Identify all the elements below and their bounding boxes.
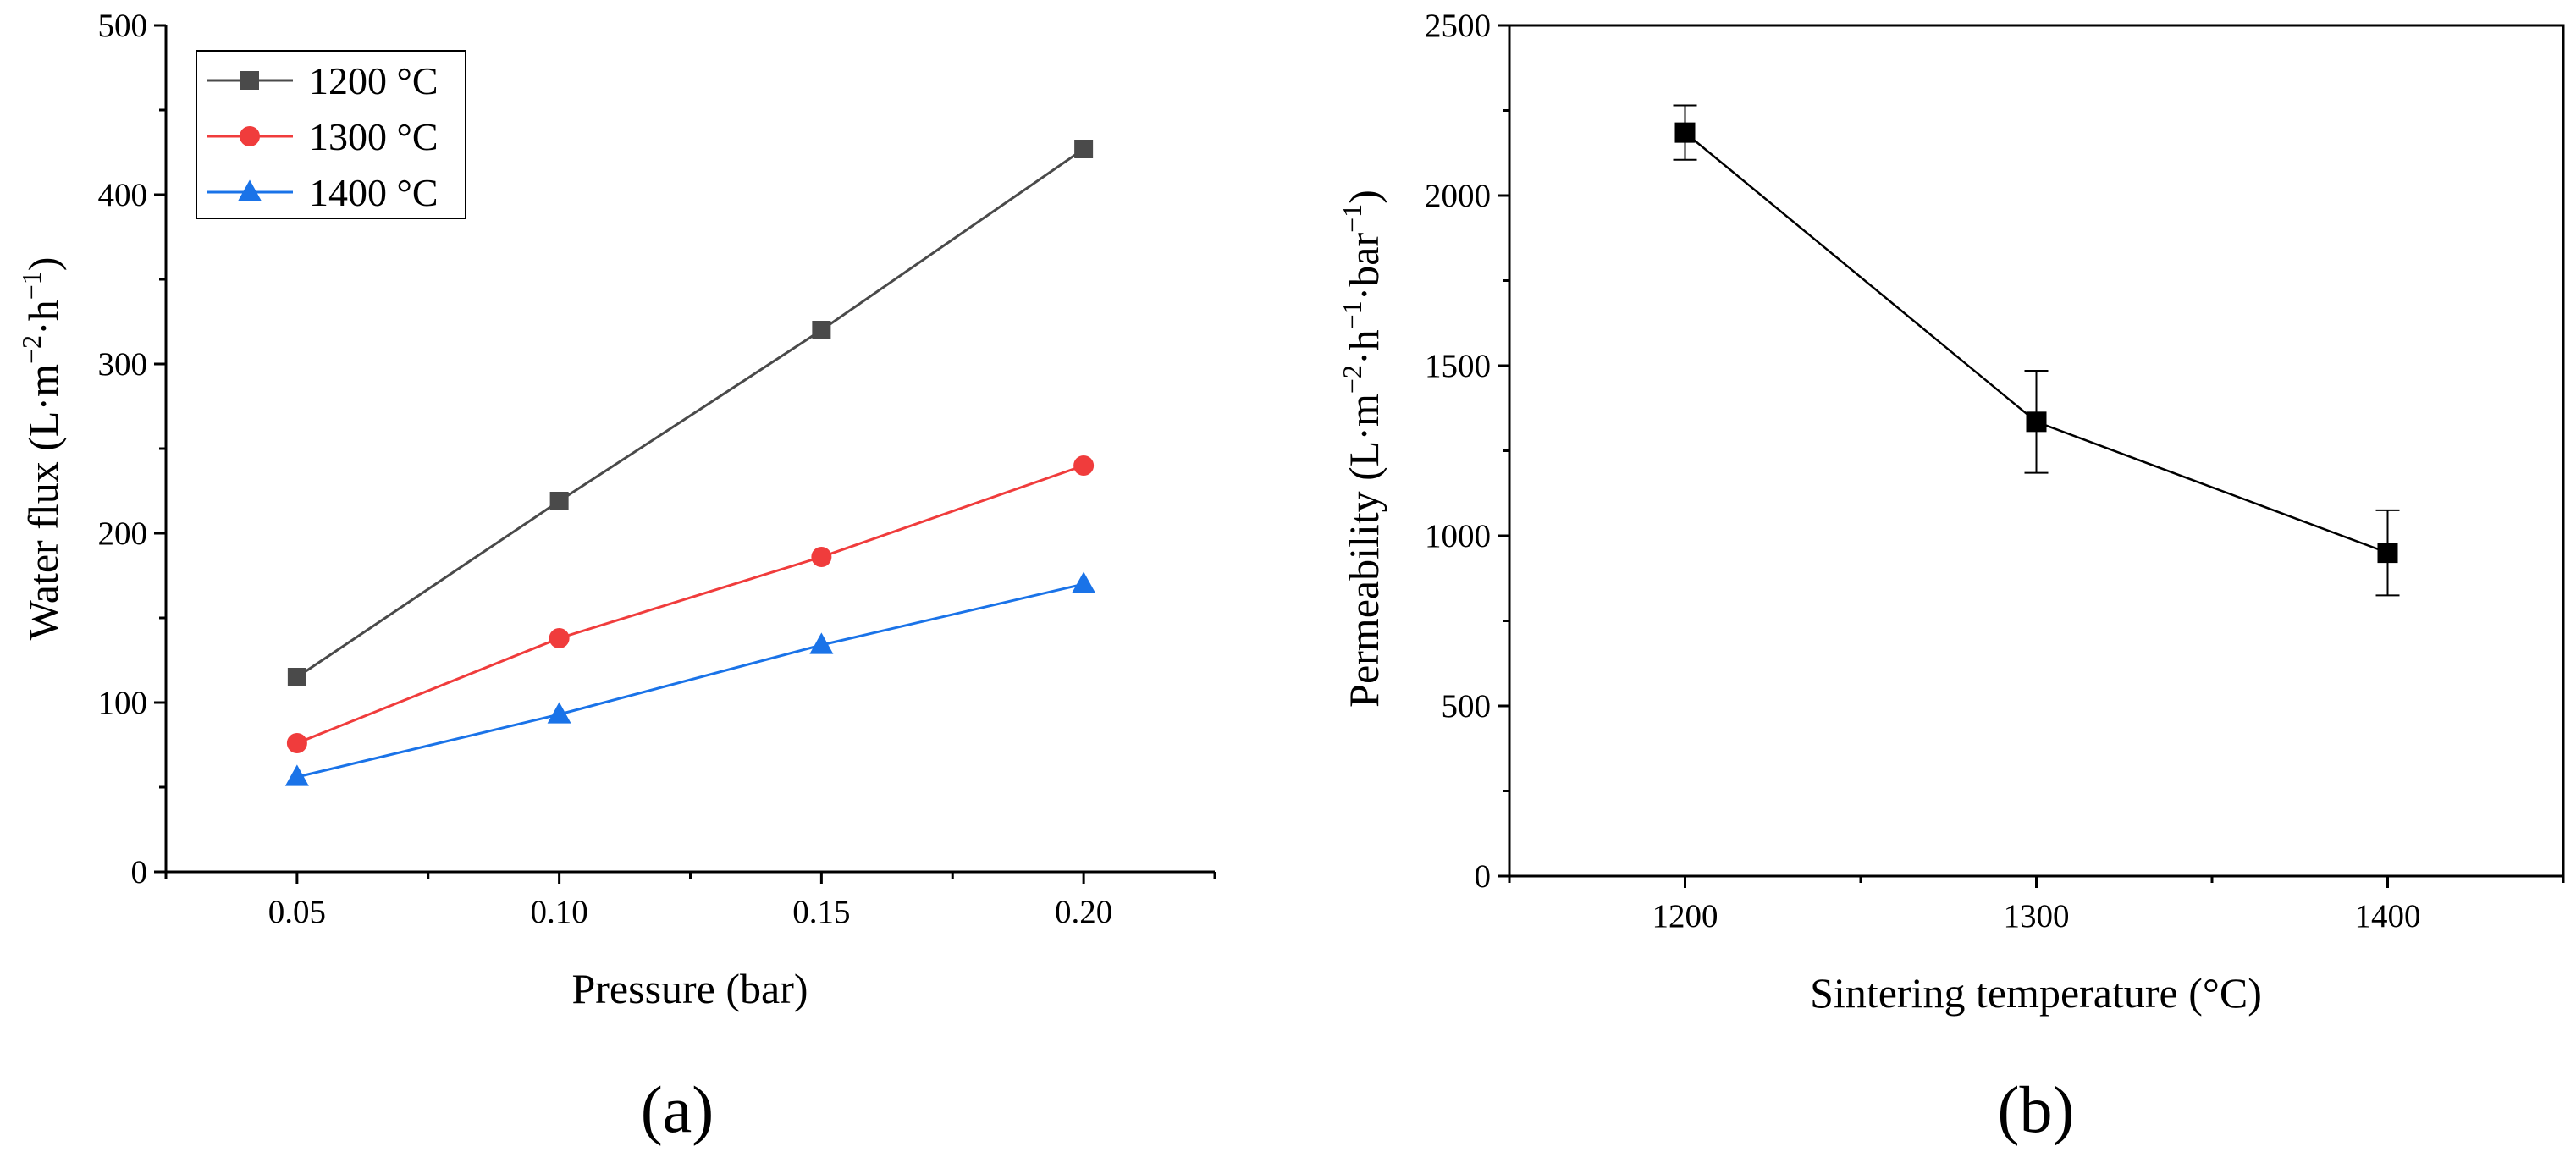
x-tick-label: 1200 — [1652, 898, 1718, 934]
data-point — [812, 321, 831, 339]
x-tick-label: 0.10 — [531, 894, 588, 930]
y-tick-label: 2000 — [1425, 178, 1491, 214]
series-line — [296, 582, 1084, 779]
series-line — [1684, 131, 2388, 554]
y-tick-label: 1000 — [1425, 518, 1491, 554]
legend-marker — [238, 179, 262, 201]
panel-a-label: (a) — [641, 1072, 714, 1146]
legend-marker — [240, 71, 259, 90]
chart-a-x-ticks: 0.05 0.10 0.15 0.20 — [164, 872, 1216, 930]
chart-b-y-label: Permeability (L·m−2·h−1·bar−1) — [1337, 190, 1387, 708]
data-point — [1074, 140, 1094, 158]
legend-marker — [240, 126, 260, 146]
data-point — [1072, 571, 1096, 593]
chart-a-x-label: Pressure (bar) — [571, 965, 808, 1012]
y-tick-label: 0 — [1475, 858, 1492, 895]
data-point — [2377, 543, 2398, 564]
x-tick-label: 0.15 — [792, 894, 850, 930]
y-tick-label: 0 — [131, 854, 148, 890]
y-tick-label: 400 — [98, 177, 148, 213]
data-point — [549, 628, 570, 648]
chart-b: 0 500 1000 1500 2000 2500 1200 1300 1400 Sinter… — [1337, 8, 2565, 1146]
y-tick-label: 300 — [98, 346, 148, 383]
data-point — [287, 668, 306, 686]
chart-b-series — [1673, 104, 2400, 597]
data-point — [549, 492, 569, 510]
data-point — [1674, 122, 1696, 143]
data-point — [284, 764, 309, 786]
legend-label: 1300 °C — [309, 115, 439, 158]
y-tick-label: 500 — [1442, 688, 1492, 725]
chart-a: 0 100 200 300 400 500 0.05 0.10 0.15 0.20 1200 °… — [16, 8, 1216, 1146]
legend-label: 1200 °C — [309, 59, 439, 102]
y-tick-label: 1500 — [1425, 348, 1491, 384]
series-line — [296, 147, 1084, 679]
data-point — [1073, 455, 1095, 476]
data-point — [286, 733, 307, 753]
panel-b-label: (b) — [1998, 1072, 2075, 1146]
chart-a-series — [284, 140, 1096, 786]
data-point — [547, 702, 571, 724]
chart-a-legend: 1200 °C 1300 °C 1400 °C — [196, 50, 466, 219]
chart-a-y-label: Water flux (L·m−2·h−1) — [16, 257, 67, 641]
chart-b-x-label: Sintering temperature (°C) — [1810, 969, 2262, 1017]
series-line — [296, 464, 1084, 745]
x-tick-label: 0.05 — [268, 894, 326, 930]
x-tick-label: 1400 — [2355, 898, 2421, 934]
chart-b-x-ticks: 1200 1300 1400 — [1508, 876, 2565, 934]
y-tick-label: 200 — [98, 515, 148, 552]
legend-label: 1400 °C — [309, 171, 439, 214]
data-point — [811, 547, 832, 567]
y-tick-label: 100 — [98, 685, 148, 721]
legend-items: 1200 °C 1300 °C 1400 °C — [207, 59, 439, 214]
chart-a-y-ticks: 0 100 200 300 400 500 — [98, 8, 166, 890]
x-tick-label: 0.20 — [1055, 894, 1112, 930]
x-tick-label: 1300 — [2004, 898, 2070, 934]
y-tick-label: 500 — [98, 8, 148, 44]
data-point — [809, 632, 834, 654]
chart-b-y-ticks: 0 500 1000 1500 2000 2500 — [1425, 8, 1509, 895]
data-point — [2026, 411, 2047, 433]
y-tick-label: 2500 — [1425, 8, 1491, 44]
